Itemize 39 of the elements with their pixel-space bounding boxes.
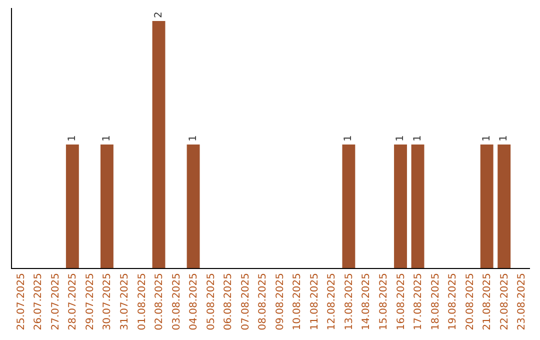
x-tick-label: 30.07.2025 <box>102 273 114 330</box>
data-label: 1 <box>101 135 112 142</box>
x-tick-label: 27.07.2025 <box>50 273 62 330</box>
x-tick-label: 23.08.2025 <box>516 273 528 330</box>
x-tick-label: 22.08.2025 <box>499 273 510 330</box>
x-tick-label: 16.08.2025 <box>396 273 407 330</box>
x-tick-label: 31.07.2025 <box>119 273 130 330</box>
x-tick-label: 03.08.2025 <box>171 273 182 330</box>
x-tick-label: 15.08.2025 <box>378 273 390 330</box>
x-tick-label: 17.08.2025 <box>413 273 424 330</box>
x-tick-label: 01.08.2025 <box>136 273 148 330</box>
x-tick-label: 07.08.2025 <box>240 273 252 330</box>
data-label: 1 <box>395 135 406 142</box>
x-tick-label: 29.07.2025 <box>84 273 96 330</box>
data-label: 2 <box>153 12 164 18</box>
data-label: 1 <box>66 135 78 142</box>
x-tick-label: 18.08.2025 <box>430 273 442 330</box>
x-tick-label: 04.08.2025 <box>188 273 200 330</box>
x-tick-label: 19.08.2025 <box>448 273 459 330</box>
data-label: 1 <box>343 135 354 142</box>
data-label: 1 <box>498 135 510 142</box>
x-tick-label: 09.08.2025 <box>274 273 286 330</box>
x-tick-label: 28.07.2025 <box>68 273 79 330</box>
x-tick-label: 13.08.2025 <box>344 273 355 330</box>
data-label: 1 <box>188 135 199 142</box>
x-tick-label: 05.08.2025 <box>206 273 217 330</box>
x-tick-label: 08.08.2025 <box>258 273 269 330</box>
x-tick-label: 06.08.2025 <box>223 273 234 330</box>
data-label: 1 <box>412 135 424 142</box>
x-tick-label: 26.07.2025 <box>33 273 44 330</box>
x-tick-label: 12.08.2025 <box>326 273 338 330</box>
x-tick-label: 20.08.2025 <box>464 273 476 330</box>
data-label: 1 <box>481 135 492 142</box>
x-tick-label: 10.08.2025 <box>292 273 304 330</box>
x-tick-label: 21.08.2025 <box>482 273 494 330</box>
x-tick-label: 11.08.2025 <box>309 273 320 330</box>
x-tick-label: 14.08.2025 <box>361 273 372 330</box>
x-tick-label: 25.07.2025 <box>16 273 27 330</box>
x-tick-label: 02.08.2025 <box>154 273 166 330</box>
